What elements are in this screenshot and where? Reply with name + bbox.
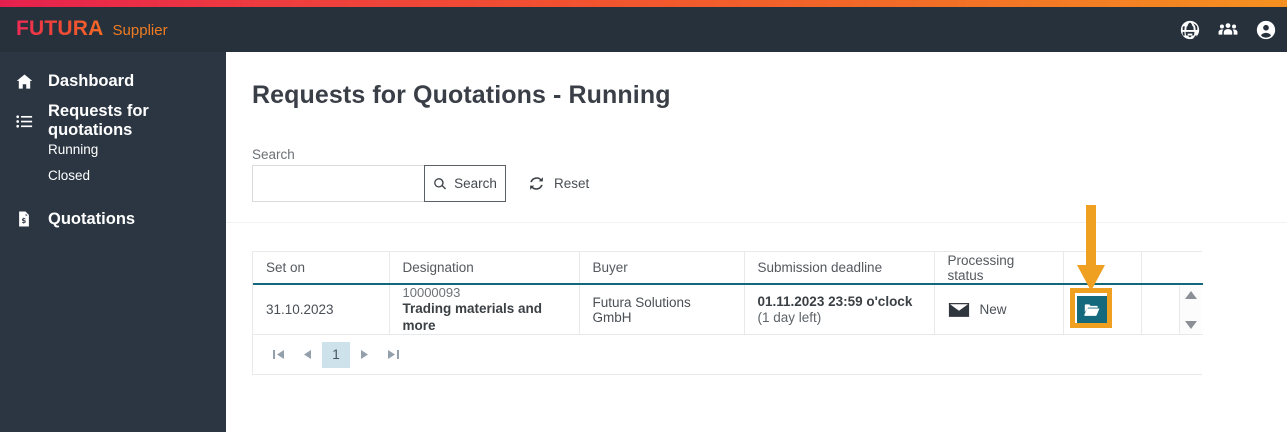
requests-table: Set on Designation Buyer Submission dead…: [253, 252, 1203, 334]
main-content: Requests for Quotations - Running Search…: [226, 52, 1287, 432]
brand-name: FUTURA: [16, 17, 104, 40]
sidebar-item-label: Requests for quotations: [48, 102, 149, 139]
sidebar-item-label: Quotations: [48, 209, 136, 228]
search-icon: [433, 177, 447, 191]
section-divider: [226, 222, 1287, 223]
sidebar-item-requests-for-quotations[interactable]: Requests for quotations: [0, 102, 226, 139]
sidebar-item-dashboard[interactable]: Dashboard: [0, 66, 226, 96]
table-vertical-scrollbar[interactable]: [1179, 286, 1201, 334]
sidebar-nav: Dashboard Requests for quotations Runnin…: [0, 52, 226, 432]
table-header-row: Set on Designation Buyer Submission dead…: [253, 252, 1203, 285]
pagination-first-button[interactable]: [266, 342, 292, 368]
list-icon: [14, 111, 34, 131]
sidebar-subitem-closed[interactable]: Closed: [48, 167, 91, 183]
refresh-icon: [528, 175, 545, 192]
top-header-bar: FUTURA Supplier: [0, 7, 1287, 52]
svg-text:$: $: [21, 217, 26, 225]
globe-icon[interactable]: [1179, 19, 1201, 41]
pagination: 1: [253, 334, 1203, 374]
cell-set-on: 31.10.2023: [253, 284, 390, 334]
home-icon: [14, 71, 34, 91]
pagination-page-1[interactable]: 1: [322, 341, 350, 368]
status-badge: New: [948, 302, 1050, 318]
cell-buyer: Futura Solutions GmbH: [579, 284, 745, 334]
document-dollar-icon: $: [14, 209, 34, 229]
column-header-actions: [1063, 252, 1142, 285]
users-group-icon[interactable]: [1217, 19, 1239, 41]
open-folder-icon: [1083, 303, 1100, 317]
designation-name: Trading materials and more: [402, 301, 543, 333]
table-row[interactable]: 31.10.2023 10000093 Trading materials an…: [253, 284, 1203, 334]
user-account-icon[interactable]: [1255, 19, 1277, 41]
column-header-designation[interactable]: Designation: [389, 252, 580, 285]
designation-number: 10000093: [402, 285, 461, 300]
search-label: Search: [252, 147, 295, 162]
column-header-spacer: [1141, 252, 1203, 285]
envelope-icon: [948, 302, 970, 318]
column-header-submission-deadline[interactable]: Submission deadline: [744, 252, 935, 285]
column-header-processing-status[interactable]: Processing status: [934, 252, 1064, 285]
status-label: New: [979, 302, 1007, 317]
cell-submission-deadline: 01.11.2023 23:59 o'clock (1 day left): [744, 284, 935, 334]
brand-logo[interactable]: FUTURA Supplier: [16, 17, 168, 41]
page-title: Requests for Quotations - Running: [252, 81, 671, 109]
reset-button[interactable]: Reset: [528, 165, 589, 202]
sidebar-item-label: Dashboard: [48, 71, 135, 90]
scroll-down-icon[interactable]: [1184, 321, 1197, 329]
sidebar-subitem-running[interactable]: Running: [48, 141, 99, 157]
reset-button-label: Reset: [554, 176, 590, 191]
cell-designation: 10000093 Trading materials and more: [389, 284, 580, 334]
cell-actions: [1063, 284, 1142, 334]
cell-processing-status: New: [934, 284, 1064, 334]
search-row: Search: [252, 165, 506, 202]
column-header-set-on[interactable]: Set on: [253, 252, 390, 285]
deadline-remaining: (1 day left): [757, 309, 822, 325]
pagination-last-button[interactable]: [380, 342, 406, 368]
table-body: 31.10.2023 10000093 Trading materials an…: [253, 284, 1203, 334]
pagination-previous-button[interactable]: [294, 342, 320, 368]
pagination-next-button[interactable]: [352, 342, 378, 368]
brand-suffix: Supplier: [112, 22, 168, 39]
deadline-datetime: 01.11.2023 23:59 o'clock: [757, 293, 913, 309]
column-header-buyer[interactable]: Buyer: [579, 252, 745, 285]
open-request-button[interactable]: [1076, 295, 1107, 324]
table-head: Set on Designation Buyer Submission dead…: [253, 252, 1203, 285]
scroll-up-icon[interactable]: [1184, 291, 1197, 299]
search-input[interactable]: [252, 165, 424, 202]
requests-table-container: Set on Designation Buyer Submission dead…: [252, 251, 1203, 375]
search-button-label: Search: [454, 176, 497, 191]
brand-gradient-strip: [0, 0, 1287, 7]
header-icon-group: [1179, 7, 1277, 52]
search-button[interactable]: Search: [424, 165, 506, 202]
sidebar-item-quotations[interactable]: $ Quotations: [0, 204, 226, 234]
